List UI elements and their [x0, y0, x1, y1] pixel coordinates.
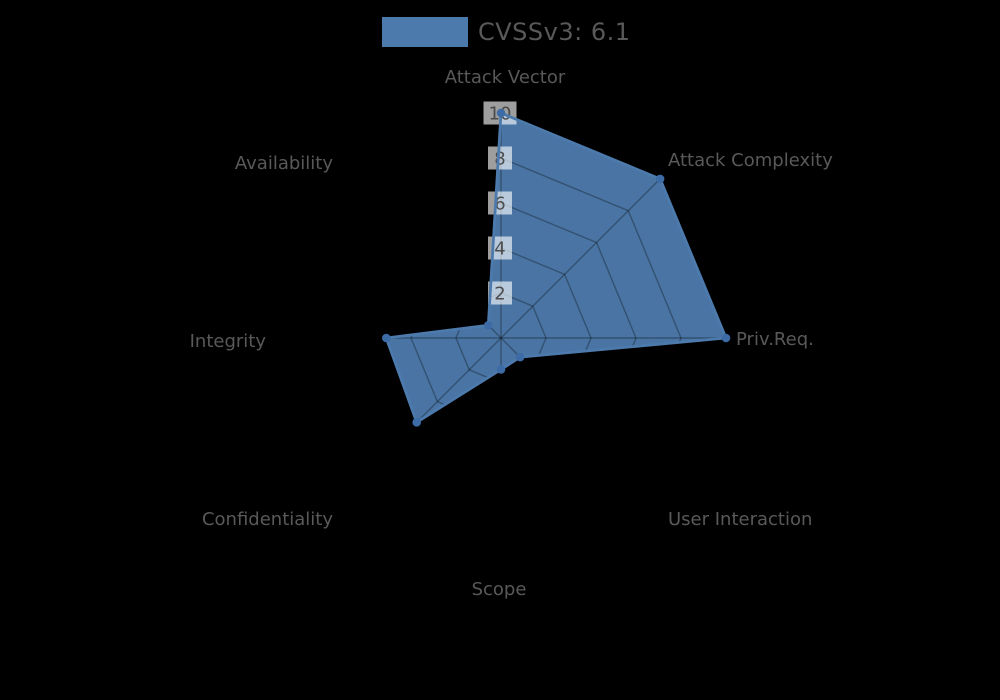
- radial-tick-label: 4: [494, 239, 505, 260]
- axis-label-confidentiality: Confidentiality: [202, 509, 333, 530]
- radial-tick-label: 6: [494, 194, 505, 215]
- grid-ring: [410, 247, 592, 429]
- grid-spoke: [500, 178, 661, 339]
- legend-swatch: [382, 17, 468, 47]
- series-point: [496, 108, 506, 118]
- grid-spoke: [341, 337, 502, 498]
- grid-ring: [455, 292, 547, 384]
- grid-ring: [320, 157, 682, 519]
- axis-label-user-interaction: User Interaction: [668, 509, 812, 530]
- axis-label-integrity: Integrity: [190, 331, 267, 352]
- axis-label-availability: Availability: [235, 153, 333, 174]
- series-point: [721, 333, 731, 343]
- radial-tick-label: 8: [494, 149, 505, 170]
- grid-spoke: [500, 337, 661, 498]
- axis-label-attack-vector: Attack Vector: [445, 67, 566, 88]
- series-point: [496, 365, 506, 374]
- legend-label: CVSSv3: 6.1: [478, 17, 631, 46]
- axis-label-scope: Scope: [472, 579, 527, 600]
- axis-label-attack-complexity: Attack Complexity: [668, 150, 833, 171]
- radial-tick-box: [488, 146, 512, 170]
- radial-tick-box: [488, 281, 512, 305]
- legend: CVSSv3: 6.1: [382, 16, 631, 47]
- radial-tick-label: 2: [494, 284, 505, 305]
- series-point: [412, 418, 422, 427]
- axis-label-priv-req: Priv.Req.: [736, 329, 814, 350]
- grid-spoke: [341, 178, 502, 339]
- series-point: [484, 321, 493, 330]
- grid-ring: [365, 202, 637, 474]
- series-point: [515, 352, 525, 362]
- series-point: [655, 174, 665, 184]
- series-point: [382, 333, 391, 343]
